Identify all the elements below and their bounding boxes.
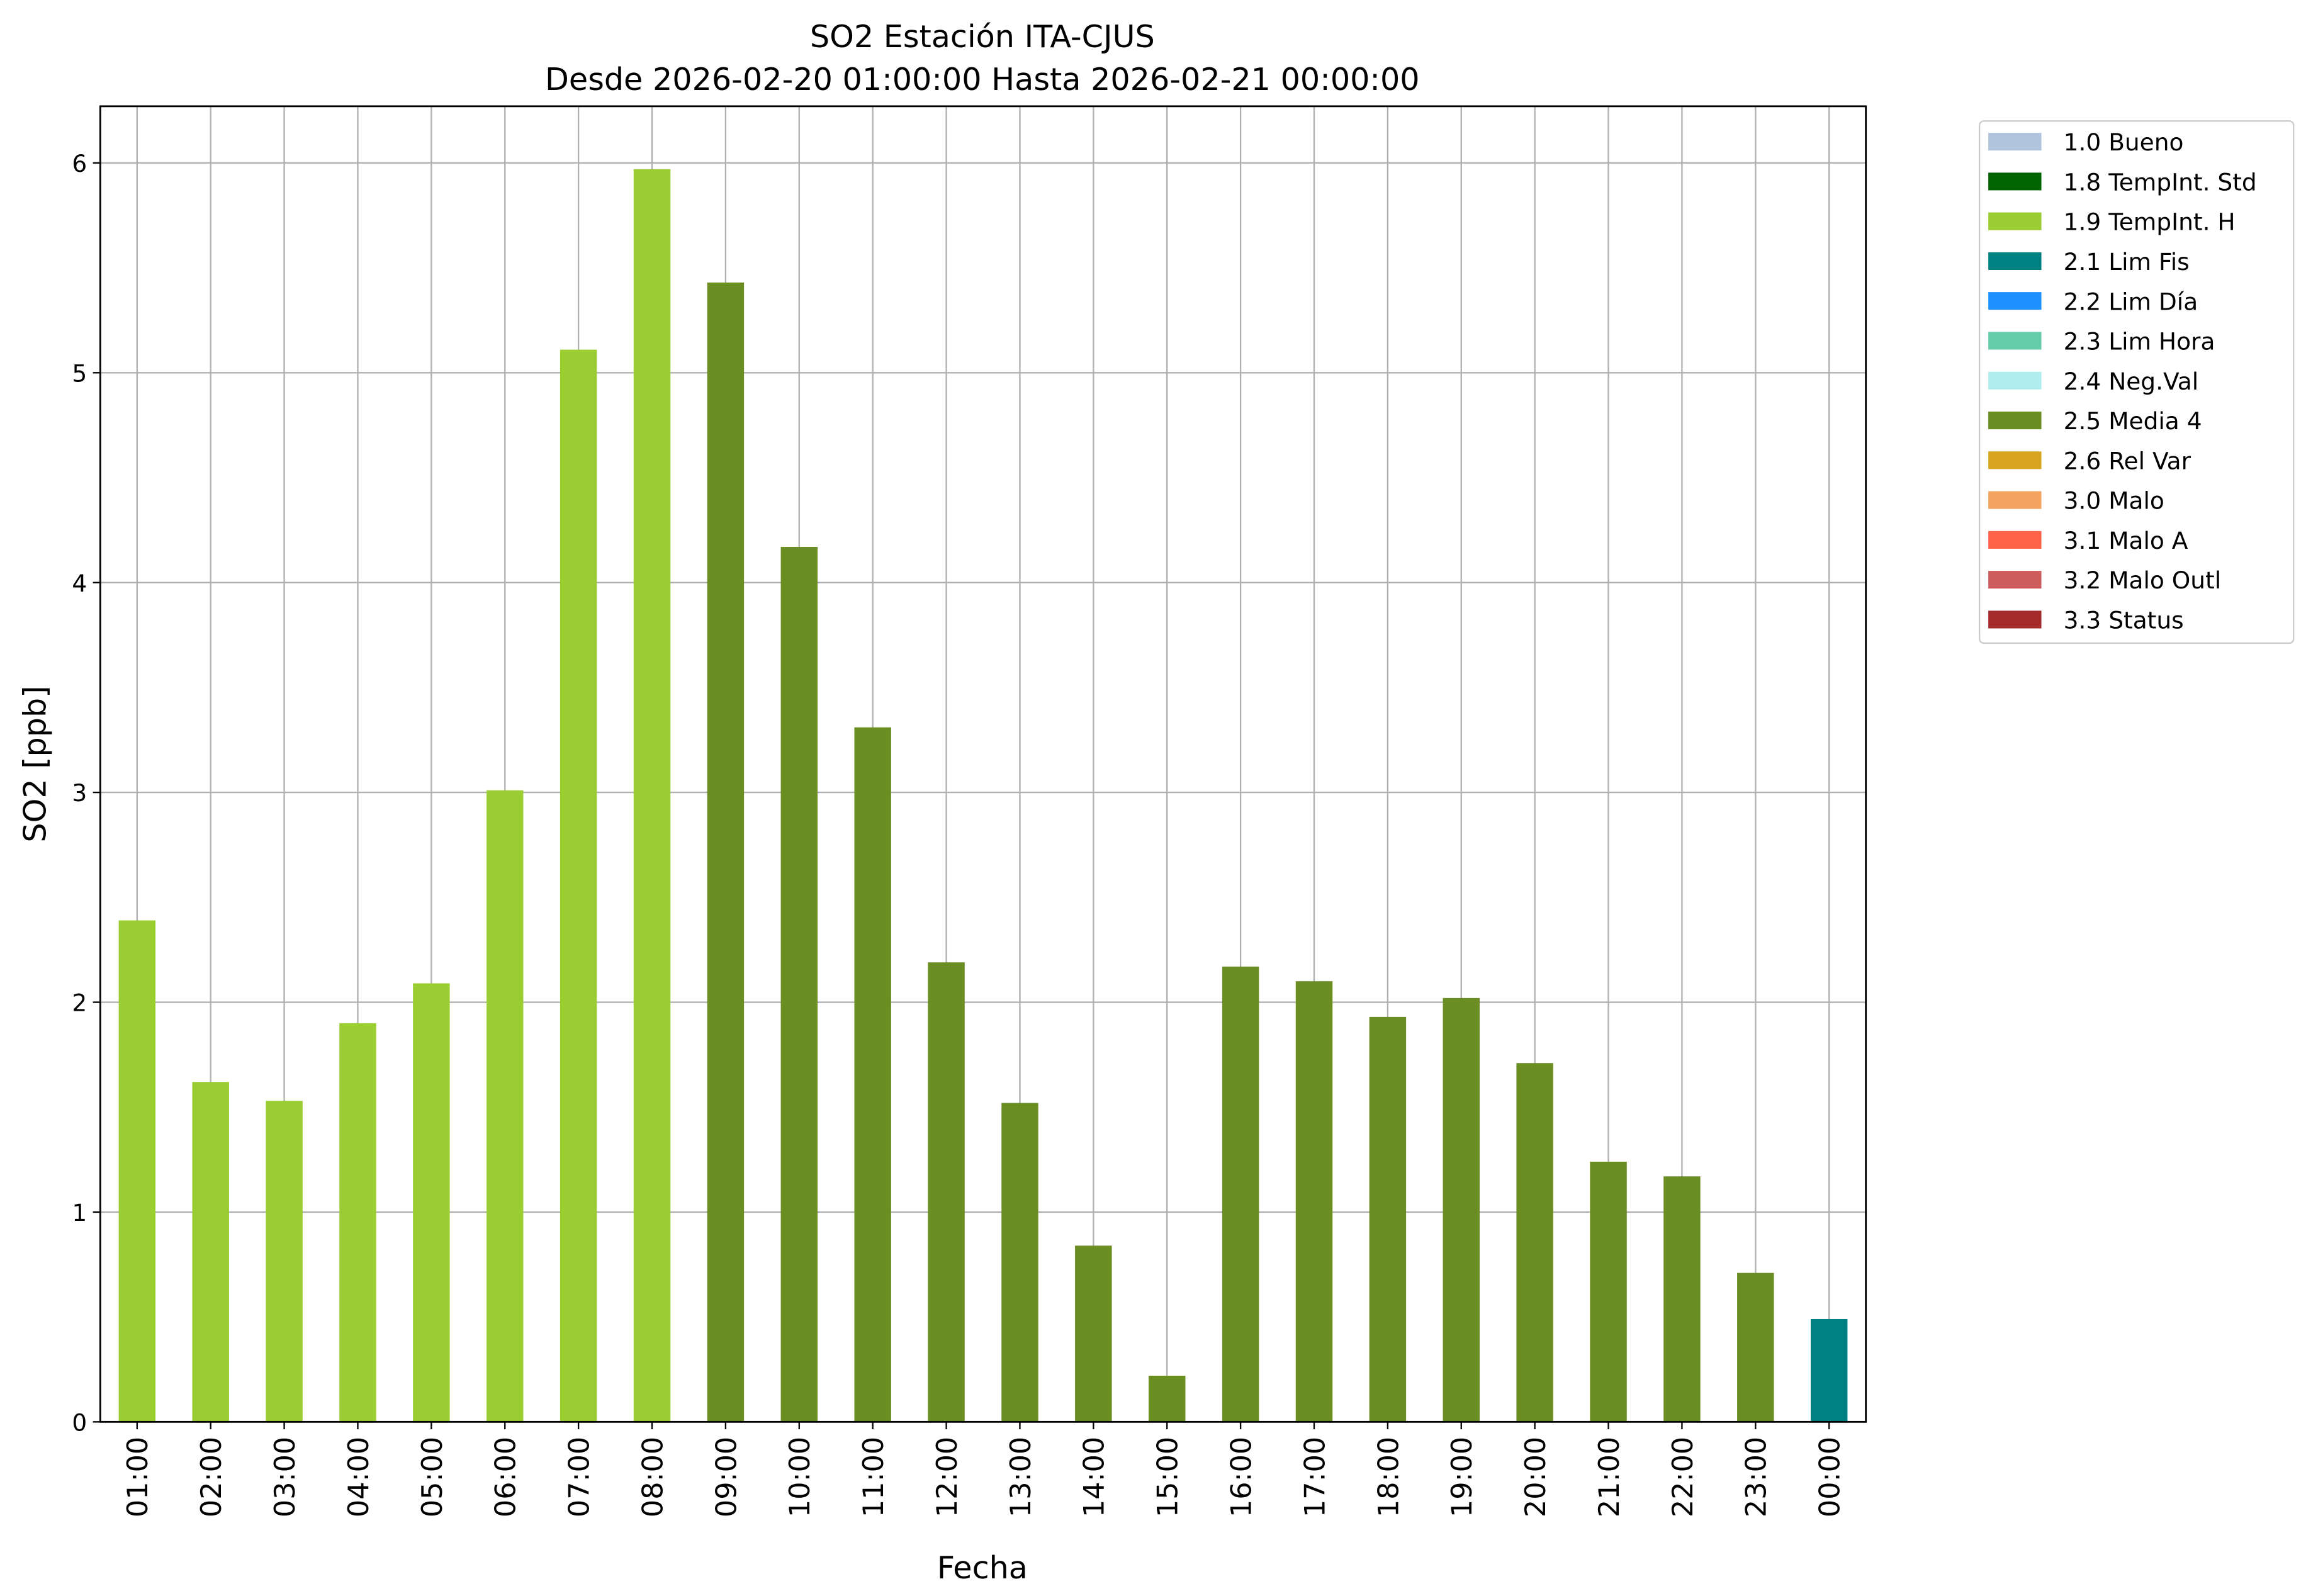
x-tick-label: 08:00 (637, 1437, 669, 1517)
legend-swatch (1988, 491, 2042, 509)
x-tick-label: 09:00 (711, 1437, 743, 1517)
bar-0800 (633, 169, 671, 1422)
legend-swatch (1988, 332, 2042, 350)
plot-frame (99, 105, 1867, 1423)
y-tick-label: 6 (72, 150, 87, 177)
bar-0700 (560, 349, 597, 1422)
legend-swatch (1988, 531, 2042, 549)
bar-0300 (266, 1101, 303, 1422)
chart-title: SO2 Estación ITA-CJUS (810, 18, 1155, 55)
legend-swatch (1988, 292, 2042, 310)
y-axis: 0 1 2 3 4 5 6 (72, 150, 101, 1436)
legend-label: 3.3 Status (2064, 606, 2184, 634)
x-axis: 01:00 02:00 03:00 04:00 05:00 06:00 07:00 08:00… (122, 1422, 1847, 1517)
y-axis-label: SO2 [ppb] (17, 686, 53, 843)
x-tick-label: 22:00 (1667, 1437, 1699, 1517)
legend-label: 2.6 Rel Var (2064, 447, 2191, 475)
x-tick-label: 20:00 (1520, 1437, 1552, 1517)
legend-swatch (1988, 252, 2042, 270)
bar-1900 (1443, 998, 1480, 1422)
bar-0500 (413, 983, 450, 1422)
bar-2200 (1663, 1176, 1701, 1422)
y-tick-label: 1 (72, 1199, 87, 1227)
x-tick-label: 19:00 (1446, 1437, 1478, 1517)
x-tick-label: 17:00 (1299, 1437, 1331, 1517)
bar-0100 (118, 920, 156, 1422)
bar-1700 (1295, 981, 1333, 1422)
bar-2300 (1737, 1273, 1774, 1422)
x-tick-label: 16:00 (1226, 1437, 1258, 1517)
bar-2100 (1590, 1161, 1627, 1422)
y-tick-label: 5 (72, 359, 87, 387)
legend-label: 1.0 Bueno (2064, 128, 2184, 156)
x-tick-label: 18:00 (1373, 1437, 1405, 1517)
legend-swatch (1988, 371, 2042, 390)
x-tick-label: 21:00 (1594, 1437, 1626, 1517)
bar-1300 (1001, 1103, 1038, 1422)
bar-1200 (928, 962, 965, 1422)
bar-0000 (1810, 1318, 1848, 1422)
chart-subtitle: Desde 2026-02-20 01:00:00 Hasta 2026-02-… (545, 61, 1420, 98)
legend: 1.0 Bueno 1.8 TempInt. Std 1.9 TempInt. H 2… (1978, 120, 2295, 644)
x-tick-label: 04:00 (343, 1437, 375, 1517)
legend-label: 2.2 Lim Día (2064, 288, 2198, 315)
bars (118, 169, 1848, 1422)
legend-swatch (1988, 451, 2042, 469)
legend-label: 1.9 TempInt. H (2064, 208, 2236, 236)
legend-label: 1.8 TempInt. Std (2064, 168, 2257, 196)
x-tick-label: 11:00 (858, 1437, 890, 1517)
bar-1100 (854, 727, 891, 1422)
y-tick-label: 3 (72, 779, 87, 807)
bar-1500 (1148, 1375, 1186, 1422)
y-tick-label: 4 (72, 570, 87, 597)
bar-0200 (192, 1082, 229, 1422)
bar-2000 (1516, 1063, 1553, 1422)
bar-1800 (1369, 1016, 1407, 1422)
legend-swatch (1988, 212, 2042, 230)
legend-label: 2.5 Media 4 (2064, 407, 2202, 435)
x-tick-label: 07:00 (564, 1437, 596, 1517)
bar-1400 (1075, 1245, 1112, 1422)
x-tick-label: 23:00 (1741, 1437, 1773, 1517)
x-axis-label: Fecha (937, 1549, 1028, 1586)
legend-swatch (1988, 610, 2042, 629)
bar-1000 (780, 547, 818, 1422)
x-tick-label: 15:00 (1152, 1437, 1184, 1517)
x-tick-label: 02:00 (196, 1437, 228, 1517)
x-tick-label: 06:00 (490, 1437, 522, 1517)
legend-label: 3.1 Malo A (2064, 527, 2188, 554)
legend-label: 3.0 Malo (2064, 487, 2164, 515)
bar-1600 (1222, 966, 1259, 1422)
legend-label: 2.4 Neg.Val (2064, 368, 2198, 395)
bar-0600 (487, 790, 524, 1422)
legend-swatch (1988, 571, 2042, 589)
bar-0400 (339, 1023, 376, 1422)
x-tick-label: 01:00 (122, 1437, 154, 1517)
x-tick-label: 00:00 (1814, 1437, 1847, 1517)
legend-label: 2.3 Lim Hora (2064, 328, 2215, 356)
y-tick-label: 2 (72, 989, 87, 1017)
x-tick-label: 12:00 (931, 1437, 964, 1517)
legend-swatch (1988, 411, 2042, 430)
x-tick-label: 10:00 (784, 1437, 816, 1517)
bar-0900 (707, 282, 745, 1422)
legend-swatch (1988, 172, 2042, 191)
x-tick-label: 14:00 (1079, 1437, 1111, 1517)
x-tick-label: 05:00 (417, 1437, 449, 1517)
legend-label: 2.1 Lim Fis (2064, 248, 2190, 276)
x-tick-label: 03:00 (269, 1437, 301, 1517)
y-tick-label: 0 (72, 1408, 87, 1436)
legend-swatch (1988, 133, 2042, 151)
x-tick-label: 13:00 (1005, 1437, 1037, 1517)
legend-label: 3.2 Malo Outl (2064, 566, 2221, 594)
